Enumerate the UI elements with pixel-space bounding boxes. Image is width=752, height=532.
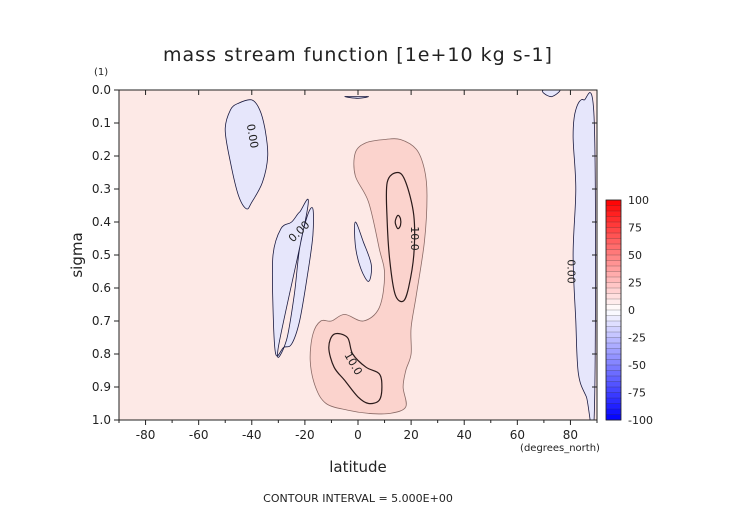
- colorbar-tick-label: -50: [628, 359, 646, 372]
- contour-region-negative-0: [344, 96, 370, 99]
- colorbar-swatch: [605, 320, 622, 327]
- colorbar-swatch: [605, 359, 622, 366]
- y-tick-label: 0.5: [92, 248, 111, 262]
- colorbar-swatch: [605, 397, 622, 404]
- colorbar-swatch: [605, 403, 622, 410]
- colorbar-swatch: [605, 232, 622, 239]
- colorbar-swatch: [605, 348, 622, 355]
- colorbar-swatch: [605, 287, 622, 294]
- colorbar-swatch: [605, 375, 622, 382]
- colorbar-swatch: [605, 326, 622, 333]
- colorbar-swatch: [605, 221, 622, 228]
- contour-regions: [224, 90, 596, 420]
- colorbar-swatch: [605, 243, 622, 250]
- y-tick-label: 0.3: [92, 182, 111, 196]
- colorbar-swatch: [605, 249, 622, 256]
- colorbar-tick-label: -100: [628, 414, 653, 427]
- colorbar-swatch: [605, 265, 622, 272]
- y-axis-label: sigma: [68, 232, 86, 277]
- contour-interval-footer: CONTOUR INTERVAL = 5.000E+00: [263, 492, 453, 505]
- colorbar-swatch: [605, 205, 622, 212]
- colorbar-frame: [605, 199, 622, 421]
- colorbar-swatch: [605, 254, 622, 261]
- x-tick-label: -20: [295, 428, 315, 442]
- colorbar-swatch: [605, 298, 622, 305]
- colorbar-tick-label: 100: [628, 194, 649, 207]
- colorbar-swatch: [605, 381, 622, 388]
- colorbar-swatch: [605, 276, 622, 283]
- y-tick-label: 0.2: [92, 149, 111, 163]
- contour-region-negative-0: [271, 198, 314, 358]
- colorbar-swatch: [605, 199, 622, 206]
- colorbar-swatch: [605, 315, 622, 322]
- colorbar: 100 75 50 25 0 -25 -50 -75 -100: [605, 194, 653, 427]
- x-tick-label: -40: [242, 428, 262, 442]
- y-tick-label: 0.8: [92, 347, 111, 361]
- colorbar-swatch: [605, 260, 622, 267]
- x-axis-label: latitude: [329, 458, 387, 476]
- colorbar-swatch: [605, 309, 622, 316]
- y-tick-label: 0.6: [92, 281, 111, 295]
- x-tick-label: 60: [510, 428, 525, 442]
- contour-region-positive-5: [309, 138, 428, 415]
- colorbar-swatch: [605, 293, 622, 300]
- y-tick-label: 0.4: [92, 215, 111, 229]
- colorbar-swatch: [605, 227, 622, 234]
- y-axis: 0.0 0.1 0.2 0.3 0.4 0.5 0.6 0.7 0.8 0.9 1.0: [92, 83, 597, 427]
- colorbar-swatch: [605, 282, 622, 289]
- colorbar-tick-label: 50: [628, 249, 642, 262]
- colorbar-tick-label: 75: [628, 222, 642, 235]
- colorbar-tick-label: -25: [628, 332, 646, 345]
- colorbar-tick-label: -75: [628, 387, 646, 400]
- colorbar-swatch: [605, 331, 622, 338]
- contour-region-negative-0: [224, 99, 269, 210]
- colorbar-swatch: [605, 337, 622, 344]
- colorbar-tick-label: 25: [628, 277, 642, 290]
- colorbar-swatch: [605, 392, 622, 399]
- y-tick-label: 0.0: [92, 83, 111, 97]
- contour-label: 10.0: [408, 226, 421, 251]
- colorbar-swatch: [605, 216, 622, 223]
- colorbar-swatch: [605, 304, 622, 311]
- colorbar-swatch: [605, 408, 622, 415]
- x-tick-label: 0: [354, 428, 362, 442]
- contour-region-negative-0: [541, 90, 561, 98]
- colorbar-swatch: [605, 342, 622, 349]
- colorbar-swatch: [605, 386, 622, 393]
- contour-region-negative-0: [354, 221, 372, 282]
- contour-region-negative-0: [572, 92, 596, 420]
- y-units-label: (1): [94, 67, 108, 78]
- colorbar-tick-label: 0: [628, 304, 635, 317]
- chart-title: mass stream function [1e+10 kg s-1]: [163, 44, 553, 66]
- contour-label: 0.00: [244, 123, 261, 149]
- x-tick-label: 80: [563, 428, 578, 442]
- colorbar-swatch: [605, 364, 622, 371]
- colorbar-swatch: [605, 271, 622, 278]
- colorbar-swatch: [605, 370, 622, 377]
- x-axis: -80 -60 -40 -20 0 20 40 60 80: [118, 90, 598, 442]
- contour-region-positive-10: [328, 332, 383, 405]
- colorbar-swatch: [605, 238, 622, 245]
- x-units-label: (degrees_north): [520, 443, 600, 454]
- x-tick-label: -60: [189, 428, 209, 442]
- x-tick-label: 20: [403, 428, 418, 442]
- colorbar-swatch: [605, 210, 622, 217]
- contour-label: 0.00: [564, 259, 577, 284]
- y-tick-label: 0.9: [92, 380, 111, 394]
- x-tick-label: 40: [457, 428, 472, 442]
- y-tick-label: 0.7: [92, 314, 111, 328]
- y-tick-label: 1.0: [92, 413, 111, 427]
- contour-region-positive-10: [394, 214, 402, 230]
- x-tick-label: -80: [136, 428, 156, 442]
- colorbar-swatch: [605, 353, 622, 360]
- colorbar-swatch: [605, 414, 622, 421]
- y-tick-label: 0.1: [92, 116, 111, 130]
- contour-region-positive-10: [385, 171, 416, 303]
